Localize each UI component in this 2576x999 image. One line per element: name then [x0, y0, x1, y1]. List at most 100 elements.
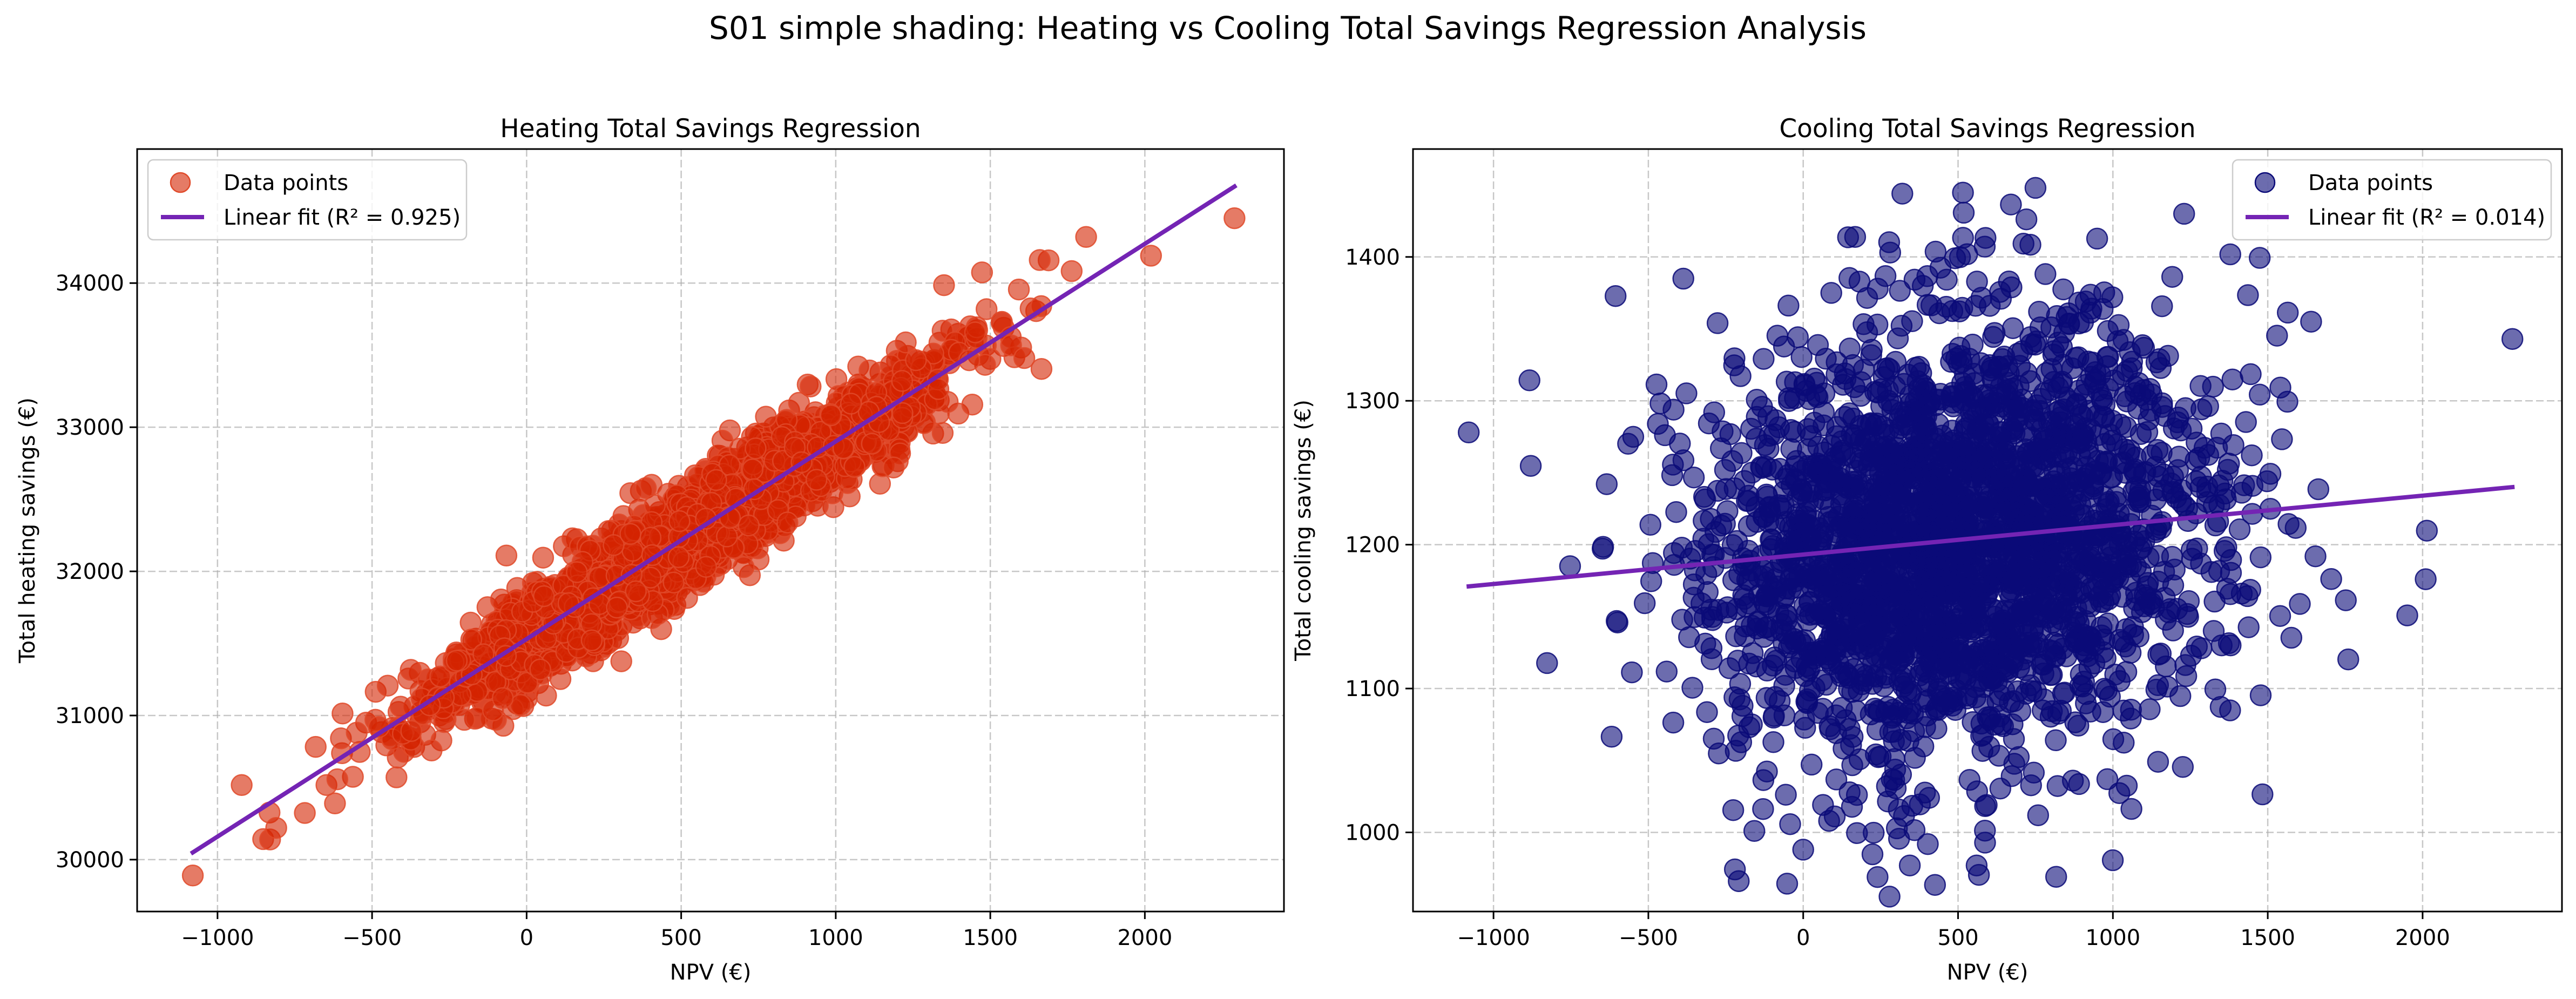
heating-x-tick-label: 0 — [520, 926, 533, 950]
cooling-data-point — [1825, 768, 1848, 791]
cooling-data-point — [2172, 756, 2194, 778]
heating-data-point — [625, 580, 647, 603]
cooling-data-point — [1640, 570, 1662, 592]
cooling-data-point — [2216, 458, 2239, 481]
cooling-data-point — [1536, 652, 1558, 674]
cooling-data-point — [1709, 437, 1732, 460]
cooling-data-point — [2269, 376, 2291, 399]
cooling-data-point — [2396, 604, 2418, 626]
cooling-data-point — [1662, 711, 1685, 734]
heating-data-point — [324, 792, 346, 815]
cooling-data-point — [2280, 626, 2303, 649]
heating-y-tick-label: 33000 — [56, 415, 124, 440]
cooling-data-point — [2020, 774, 2042, 796]
heating-data-point — [905, 349, 927, 372]
cooling-data-point — [1777, 294, 1800, 317]
cooling-data-point — [1850, 384, 1872, 407]
cooling-data-point — [2248, 247, 2271, 269]
cooling-data-points — [1457, 177, 2524, 908]
heating-data-point — [891, 370, 914, 392]
cooling-data-point — [1962, 711, 1984, 733]
cooling-data-point — [1888, 827, 1910, 850]
heating-y-axis-label: Total heating savings (€) — [15, 397, 40, 664]
heating-legend-linear-fit: Linear fit (R² = 0.925) — [224, 205, 461, 230]
cooling-data-point — [2189, 375, 2212, 397]
cooling-data-point — [1901, 310, 1923, 333]
cooling-data-point — [2337, 648, 2359, 671]
cooling-data-point — [1780, 418, 1802, 441]
heating-data-points — [181, 207, 1246, 887]
cooling-data-point — [1681, 677, 1703, 699]
heating-data-point — [662, 571, 685, 594]
heating-y-tick-label: 30000 — [56, 848, 124, 873]
heating-data-point — [453, 708, 476, 731]
heating-data-point — [533, 585, 555, 608]
cooling-data-point — [1606, 611, 1628, 633]
heating-data-point — [755, 406, 777, 428]
heating-data-point — [788, 392, 810, 414]
cooling-data-point — [2190, 637, 2213, 659]
cooling-data-point — [1617, 433, 1639, 455]
cooling-data-point — [1914, 716, 1936, 738]
cooling-data-point — [2102, 728, 2125, 751]
cooling-data-point — [2259, 463, 2282, 485]
cooling-data-point — [1723, 354, 1746, 376]
cooling-data-point — [1723, 686, 1746, 708]
heating-data-point — [716, 525, 738, 548]
cooling-data-point — [2045, 866, 2067, 888]
cooling-data-point — [1793, 595, 1816, 617]
cooling-data-point — [1952, 181, 1974, 204]
cooling-data-point — [1696, 701, 1718, 723]
heating-data-point — [495, 544, 518, 567]
heating-data-point — [931, 422, 954, 444]
cooling-data-point — [1559, 555, 1581, 577]
heating-x-tick-label: 1500 — [963, 926, 1018, 950]
cooling-data-point — [1706, 312, 1729, 334]
heating-data-point — [820, 404, 842, 427]
cooling-data-point — [1773, 674, 1795, 697]
heating-data-point — [1060, 260, 1083, 282]
heating-data-point — [580, 629, 603, 652]
heating-data-point — [376, 674, 399, 697]
heating-data-point — [745, 437, 767, 460]
cooling-data-point — [1917, 833, 1939, 855]
heating-data-point — [1029, 249, 1051, 271]
cooling-data-point — [1776, 873, 1799, 895]
cooling-data-point — [2161, 266, 2183, 288]
cooling-data-point — [1952, 227, 1974, 249]
heating-y-tick-label: 34000 — [56, 271, 124, 296]
heating-data-point — [606, 596, 628, 619]
heating-data-point — [491, 687, 514, 709]
cooling-data-point — [1600, 726, 1623, 748]
heating-y-tick-label: 31000 — [56, 704, 124, 728]
cooling-data-point — [2046, 775, 2069, 797]
cooling-data-point — [1722, 799, 1745, 821]
cooling-data-point — [2213, 539, 2236, 562]
cooling-data-point — [1883, 730, 1905, 752]
cooling-data-point — [1898, 854, 1921, 876]
cooling-data-point — [1519, 455, 1542, 477]
heating-fit-line — [190, 183, 1238, 856]
heating-data-point — [738, 514, 760, 537]
cooling-data-point — [1930, 685, 1953, 707]
cooling-data-point — [1621, 661, 1643, 684]
heating-x-tick-label: −500 — [342, 926, 402, 950]
cooling-data-point — [2269, 605, 2291, 627]
cooling-data-point — [1878, 358, 1901, 380]
cooling-data-point — [1661, 464, 1683, 487]
cooling-data-point — [1911, 275, 1934, 297]
heating-data-point — [741, 458, 763, 481]
cooling-data-point — [2248, 383, 2271, 406]
cooling-data-point — [1952, 201, 1975, 224]
cooling-data-point — [1655, 660, 1678, 683]
heating-y-tick-label: 32000 — [56, 559, 124, 584]
cooling-data-point — [1746, 511, 1768, 533]
cooling-data-point — [1633, 592, 1656, 615]
heating-data-point — [1075, 226, 1097, 248]
cooling-data-point — [2019, 636, 2041, 658]
heating-data-point — [610, 650, 632, 672]
cooling-data-point — [2069, 674, 2092, 697]
cooling-data-point — [1807, 701, 1829, 724]
cooling-data-point — [1841, 754, 1863, 777]
